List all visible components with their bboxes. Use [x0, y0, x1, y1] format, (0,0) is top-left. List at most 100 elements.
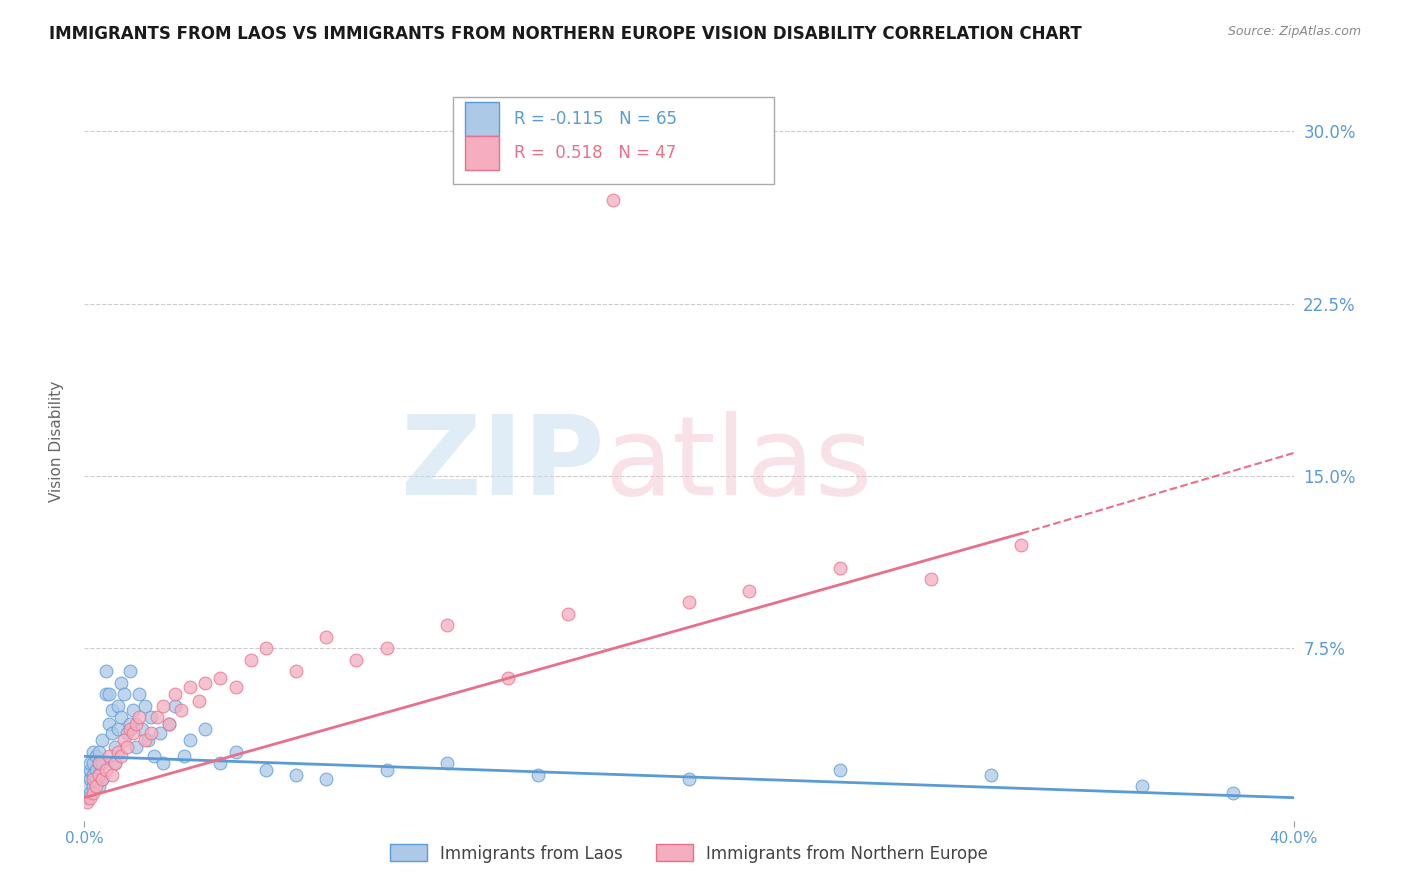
Point	[110, 675, 132, 690]
Point	[315, 630, 337, 644]
Point	[139, 726, 162, 740]
Point	[920, 573, 942, 587]
Point	[165, 698, 187, 713]
FancyBboxPatch shape	[465, 103, 499, 136]
Point	[128, 687, 150, 701]
Text: IMMIGRANTS FROM LAOS VS IMMIGRANTS FROM NORTHERN EUROPE VISION DISABILITY CORREL: IMMIGRANTS FROM LAOS VS IMMIGRANTS FROM …	[49, 25, 1083, 43]
Point	[118, 665, 141, 679]
Point	[82, 779, 104, 793]
Point	[188, 694, 211, 708]
Point	[285, 767, 308, 781]
Point	[980, 767, 1002, 781]
Point	[100, 726, 122, 740]
Point	[112, 687, 135, 701]
Point	[152, 698, 174, 713]
Point	[118, 722, 141, 736]
Point	[89, 756, 111, 771]
Point	[134, 733, 156, 747]
Point	[110, 710, 132, 724]
Point	[146, 710, 169, 724]
Point	[97, 687, 120, 701]
Point	[79, 790, 101, 805]
Point	[110, 749, 132, 764]
Point	[157, 717, 180, 731]
Text: atlas: atlas	[605, 411, 873, 517]
Point	[79, 786, 101, 800]
FancyBboxPatch shape	[465, 136, 499, 170]
Y-axis label: Vision Disability: Vision Disability	[49, 381, 63, 502]
Point	[436, 618, 458, 632]
Point	[139, 710, 162, 724]
Point	[194, 675, 217, 690]
Point	[128, 710, 150, 724]
Point	[107, 745, 129, 759]
Point	[104, 756, 127, 771]
Point	[165, 687, 187, 701]
Point	[225, 745, 247, 759]
Point	[104, 756, 127, 771]
Point	[100, 767, 122, 781]
Point	[254, 641, 277, 656]
Point	[76, 795, 98, 809]
Point	[118, 717, 141, 731]
Point	[79, 763, 101, 777]
Point	[76, 790, 98, 805]
Point	[496, 671, 519, 685]
Point	[315, 772, 337, 787]
Point	[79, 756, 101, 771]
Point	[557, 607, 579, 621]
Point	[107, 722, 129, 736]
Point	[152, 756, 174, 771]
Point	[209, 756, 232, 771]
Point	[149, 726, 172, 740]
Point	[375, 763, 398, 777]
Point	[82, 772, 104, 787]
Text: Source: ZipAtlas.com: Source: ZipAtlas.com	[1227, 25, 1361, 38]
Point	[107, 698, 129, 713]
Point	[602, 194, 624, 208]
Point	[91, 772, 114, 787]
Point	[134, 698, 156, 713]
Point	[97, 717, 120, 731]
Point	[346, 653, 368, 667]
Point	[738, 583, 761, 598]
Point	[830, 561, 852, 575]
Point	[86, 772, 108, 787]
Point	[830, 763, 852, 777]
Text: ZIP: ZIP	[401, 411, 605, 517]
Point	[136, 733, 159, 747]
Point	[89, 767, 111, 781]
Point	[94, 763, 117, 777]
Point	[89, 779, 111, 793]
Point	[86, 763, 108, 777]
Point	[1011, 538, 1033, 552]
Point	[285, 665, 308, 679]
Point	[254, 763, 277, 777]
Point	[131, 722, 153, 736]
Point	[157, 717, 180, 731]
Point	[239, 653, 262, 667]
Point	[97, 749, 120, 764]
Point	[82, 786, 104, 800]
Point	[94, 665, 117, 679]
Point	[89, 756, 111, 771]
Point	[94, 687, 117, 701]
Point	[527, 767, 550, 781]
Point	[91, 733, 114, 747]
Point	[86, 749, 108, 764]
Point	[86, 779, 108, 793]
Text: R = -0.115   N = 65: R = -0.115 N = 65	[513, 111, 676, 128]
Point	[115, 740, 138, 755]
Point	[125, 717, 148, 731]
Point	[115, 726, 138, 740]
Point	[142, 749, 165, 764]
Point	[170, 703, 193, 717]
Point	[121, 726, 143, 740]
Point	[76, 767, 98, 781]
Point	[79, 772, 101, 787]
Legend: Immigrants from Laos, Immigrants from Northern Europe: Immigrants from Laos, Immigrants from No…	[384, 838, 994, 869]
Point	[76, 779, 98, 793]
Point	[89, 745, 111, 759]
Point	[91, 772, 114, 787]
Point	[173, 749, 195, 764]
